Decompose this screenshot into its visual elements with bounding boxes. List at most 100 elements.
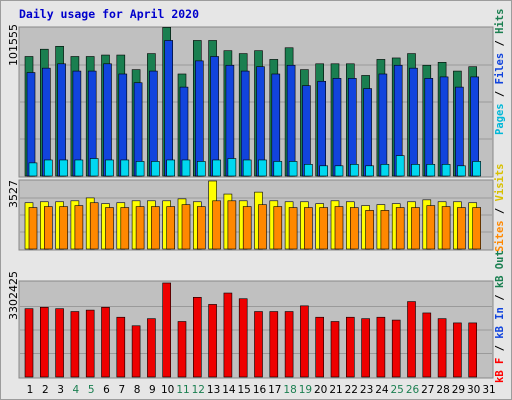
x-tick-day-8: 8 xyxy=(134,384,141,396)
bar-sites-day-10 xyxy=(166,206,175,250)
bar-sites-day-28 xyxy=(441,206,451,250)
bar-sites-day-13 xyxy=(212,200,221,250)
bar-sites-day-30 xyxy=(472,207,482,250)
bar-kbytes-day-17 xyxy=(269,311,279,378)
svg-text:Pages / Files / Hits: Pages / Files / Hits xyxy=(494,9,506,135)
x-tick-day-29: 29 xyxy=(452,384,465,396)
x-tick-day-11: 11 xyxy=(176,384,189,396)
bar-kbytes-day-5 xyxy=(85,309,95,378)
bar-pages-day-30 xyxy=(472,161,482,177)
bar-sites-day-9 xyxy=(151,206,160,250)
bar-sites-day-14 xyxy=(227,200,237,250)
bar-kbytes-day-21 xyxy=(330,321,340,378)
bar-kbytes-day-8 xyxy=(131,325,141,378)
bar-files-day-18 xyxy=(286,64,296,177)
x-tick-day-5: 5 xyxy=(88,384,95,396)
bar-files-day-22 xyxy=(347,78,357,177)
bar-sites-day-24 xyxy=(380,210,390,250)
bar-pages-day-19 xyxy=(304,164,313,177)
bar-files-day-27 xyxy=(424,78,434,177)
x-tick-day-13: 13 xyxy=(207,384,220,396)
bar-kbytes-day-15 xyxy=(238,298,248,378)
bar-sites-day-15 xyxy=(242,206,252,250)
bar-sites-day-16 xyxy=(258,204,267,250)
bar-sites-day-5 xyxy=(89,202,99,250)
x-tick-day-16: 16 xyxy=(253,384,267,396)
bar-kbytes-day-28 xyxy=(437,318,447,378)
x-tick-day-9: 9 xyxy=(149,384,156,396)
x-tick-day-3: 3 xyxy=(57,384,64,396)
x-tick-day-7: 7 xyxy=(118,384,125,396)
bar-sites-day-29 xyxy=(457,207,466,250)
bar-kbytes-day-16 xyxy=(254,311,263,378)
bar-kbytes-day-11 xyxy=(177,321,187,378)
bar-pages-day-15 xyxy=(242,159,252,177)
x-tick-day-20: 20 xyxy=(314,384,327,396)
bar-kbytes-day-7 xyxy=(116,316,126,378)
bar-files-day-29 xyxy=(455,86,464,177)
x-tick-day-24: 24 xyxy=(375,384,389,396)
bar-kbytes-day-3 xyxy=(55,308,64,378)
bar-pages-day-28 xyxy=(441,164,451,177)
legend-hits: Hits xyxy=(494,9,506,34)
bar-pages-day-2 xyxy=(43,159,53,177)
bar-files-day-13 xyxy=(210,56,219,177)
x-tick-day-10: 10 xyxy=(161,384,174,396)
bar-sites-day-4 xyxy=(74,205,84,250)
bar-files-day-17 xyxy=(271,73,281,177)
bar-sites-day-21 xyxy=(334,206,344,250)
x-tick-day-1: 1 xyxy=(27,384,34,396)
bar-sites-day-26 xyxy=(411,207,420,250)
bar-pages-day-4 xyxy=(74,159,84,177)
bar-kbytes-day-26 xyxy=(407,301,416,378)
bar-kbytes-day-4 xyxy=(70,311,80,378)
bar-kbytes-day-10 xyxy=(162,282,171,378)
bar-sites-day-25 xyxy=(395,207,405,250)
bar-pages-day-14 xyxy=(227,158,237,177)
bar-files-day-24 xyxy=(378,73,388,177)
x-tick-labels: 1 2 3 4 5 6 7 8 9 10 11 12 13 14 15 16 17 18 19 20 21 22 23 24 2… xyxy=(27,384,496,396)
x-tick-day-22: 22 xyxy=(345,384,358,396)
x-tick-day-2: 2 xyxy=(42,384,49,396)
bar-sites-day-18 xyxy=(288,207,298,250)
bar-sites-day-27 xyxy=(426,205,436,250)
svg-text:kB F / kB In / kB Out: kB F / kB In / kB Out xyxy=(494,250,506,383)
legend-kb-in: kB In xyxy=(494,307,506,339)
bar-sites-day-12 xyxy=(197,206,206,250)
bar-pages-day-7 xyxy=(120,159,130,177)
bar-sites-day-20 xyxy=(319,207,329,250)
bar-pages-day-21 xyxy=(334,165,344,177)
bar-sites-day-7 xyxy=(120,207,130,250)
bar-pages-day-9 xyxy=(151,161,160,177)
legend-visits: Visits xyxy=(494,163,506,201)
bar-pages-day-23 xyxy=(365,165,374,177)
bar-pages-day-13 xyxy=(212,159,221,177)
bar-kbytes-day-30 xyxy=(468,322,478,378)
bottom-panel-max-label: 3302425 xyxy=(7,271,20,320)
mid-panel-max-label: 3527 xyxy=(7,180,20,208)
bar-sites-day-11 xyxy=(181,204,191,250)
bar-files-day-28 xyxy=(439,76,449,177)
bar-sites-day-2 xyxy=(43,206,53,250)
bars xyxy=(24,27,482,378)
bar-kbytes-day-22 xyxy=(345,316,355,378)
bar-pages-day-5 xyxy=(89,158,99,177)
legend-kb-out: kB Out xyxy=(494,250,506,288)
bar-files-day-9 xyxy=(149,70,158,177)
x-tick-day-21: 21 xyxy=(329,384,342,396)
x-tick-day-4: 4 xyxy=(73,384,80,396)
bar-kbytes-day-12 xyxy=(193,297,202,378)
bar-kbytes-day-23 xyxy=(361,318,370,378)
x-tick-day-19: 19 xyxy=(299,384,312,396)
bar-pages-day-27 xyxy=(426,164,436,177)
bar-kbytes-day-6 xyxy=(101,306,110,378)
bar-pages-day-29 xyxy=(457,165,466,177)
bar-sites-day-6 xyxy=(105,207,114,250)
bar-sites-day-8 xyxy=(135,206,145,250)
top-panel-max-label: 101555 xyxy=(7,24,20,66)
bar-files-day-21 xyxy=(332,78,342,177)
bar-files-day-10 xyxy=(164,40,173,177)
x-tick-day-17: 17 xyxy=(268,384,281,396)
bar-files-day-1 xyxy=(26,72,36,177)
